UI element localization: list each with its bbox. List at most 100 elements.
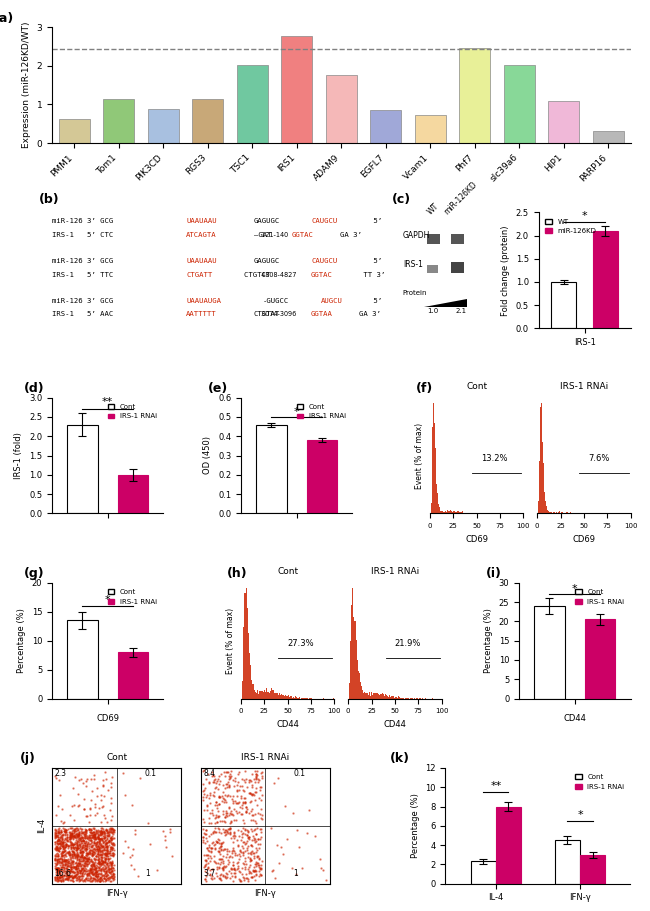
Point [242, 843, 252, 857]
Point [71, 824, 81, 838]
Point [67, 870, 77, 885]
Point [91, 866, 101, 881]
Point [100, 764, 110, 779]
Point [109, 843, 119, 857]
Point [98, 777, 109, 792]
Text: AATTTTT: AATTTTT [187, 312, 217, 317]
Point [100, 852, 110, 866]
Text: IRS-1   5’ CTC: IRS-1 5’ CTC [52, 231, 113, 238]
Point [72, 864, 82, 878]
Point [80, 841, 90, 855]
Point [73, 786, 83, 801]
Point [107, 869, 117, 884]
Point [107, 841, 118, 855]
Point [87, 859, 98, 874]
Point [58, 834, 68, 849]
Point [59, 815, 70, 830]
Point [81, 823, 92, 837]
Point [62, 871, 73, 885]
Point [250, 814, 260, 828]
Point [106, 824, 116, 839]
Point [222, 825, 233, 840]
Point [75, 855, 85, 869]
Point [72, 842, 83, 856]
Point [65, 829, 75, 844]
Point [84, 822, 95, 836]
Point [63, 845, 73, 860]
Point [98, 834, 109, 849]
Point [87, 840, 98, 855]
Point [88, 834, 99, 849]
Point [78, 861, 88, 875]
Point [244, 865, 254, 880]
Point [61, 837, 72, 852]
Point [127, 848, 137, 863]
Point [99, 789, 109, 804]
Point [104, 822, 114, 836]
Point [211, 862, 222, 876]
Point [220, 859, 230, 874]
Point [108, 848, 118, 863]
Point [228, 827, 239, 842]
Bar [148, 109, 179, 143]
Point [220, 810, 230, 824]
Point [109, 826, 119, 841]
Point [255, 765, 266, 780]
Point [103, 871, 113, 885]
Point [96, 851, 107, 865]
Point [90, 867, 101, 882]
Point [214, 844, 225, 859]
Point [199, 783, 209, 797]
Point [70, 865, 80, 879]
Point [228, 843, 239, 857]
Point [244, 864, 255, 878]
Point [85, 833, 96, 847]
Point [208, 834, 218, 849]
Point [94, 828, 105, 843]
Point [93, 872, 103, 886]
Point [266, 864, 277, 878]
Point [91, 848, 101, 863]
Point [102, 857, 112, 872]
Point [69, 829, 79, 844]
Bar [307, 440, 337, 514]
Point [63, 870, 73, 885]
Point [77, 868, 88, 883]
Point [242, 840, 252, 855]
Point [101, 836, 112, 851]
Point [226, 814, 236, 829]
Point [205, 806, 215, 821]
Point [50, 834, 60, 849]
Point [60, 847, 70, 862]
Point [77, 830, 88, 844]
Point [65, 865, 75, 879]
Point [105, 845, 115, 860]
Point [249, 833, 259, 847]
Point [240, 836, 251, 851]
Point [106, 867, 116, 882]
Point [223, 853, 233, 867]
Point [51, 828, 61, 843]
Point [118, 765, 128, 780]
Point [60, 826, 70, 841]
Point [65, 864, 75, 878]
Point [235, 874, 246, 888]
Point [250, 864, 261, 878]
Point [64, 848, 75, 863]
Point [73, 822, 83, 836]
Point [252, 857, 263, 872]
Point [63, 855, 73, 870]
Point [77, 848, 87, 863]
Point [77, 776, 88, 791]
Point [71, 872, 81, 886]
Point [81, 779, 91, 793]
Point [58, 837, 69, 852]
Point [218, 778, 228, 793]
Point [62, 845, 73, 860]
Point [73, 824, 84, 839]
Point [70, 830, 81, 844]
Point [270, 871, 280, 885]
Point [107, 821, 118, 835]
Point [92, 834, 102, 849]
Point [83, 830, 94, 844]
